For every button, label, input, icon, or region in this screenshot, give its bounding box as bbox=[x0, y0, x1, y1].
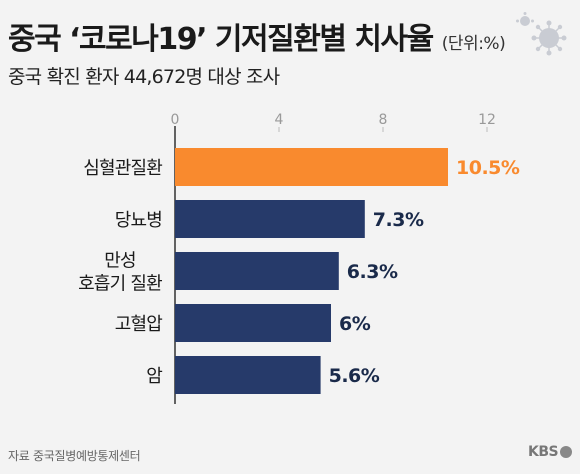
source-note: 자료 중국질병예방통제센터 bbox=[8, 449, 141, 463]
x-tick-label: 0 bbox=[171, 112, 180, 128]
category-label: 당뇨병 bbox=[115, 210, 162, 231]
category-label: 만성 호흡기 질환 bbox=[78, 251, 162, 295]
category-label-line: 만성 bbox=[104, 251, 136, 272]
bar bbox=[175, 200, 365, 238]
x-tick-label: 4 bbox=[275, 112, 284, 128]
bar bbox=[175, 356, 321, 394]
kbs-logo: KBS bbox=[528, 444, 573, 460]
chart-subtitle: 중국 확진 환자 44,672명 대상 조사 bbox=[8, 66, 280, 88]
x-tick-label: 12 bbox=[478, 112, 496, 128]
title-row: 중국 ‘코로나19’ 기저질환별 치사율 (단위:%) bbox=[8, 14, 506, 58]
logo-text: KBS bbox=[528, 444, 559, 460]
bar bbox=[175, 252, 339, 290]
data-label: 5.6% bbox=[329, 365, 380, 387]
data-label: 6% bbox=[339, 313, 371, 335]
category-label-line: 고혈압 bbox=[115, 314, 163, 335]
category-label: 심혈관질환 bbox=[83, 158, 162, 179]
chart-title: 중국 ‘코로나19’ 기저질환별 치사율 bbox=[8, 22, 434, 57]
category-label-line: 암 bbox=[146, 366, 162, 387]
unit-label: (단위:%) bbox=[441, 34, 506, 54]
bar bbox=[175, 304, 331, 342]
category-label-line: 당뇨병 bbox=[115, 210, 162, 231]
logo-dot-icon bbox=[560, 446, 573, 458]
bar bbox=[175, 148, 448, 186]
data-label: 7.3% bbox=[373, 209, 424, 231]
category-label-line: 호흡기 질환 bbox=[78, 274, 162, 295]
category-label: 고혈압 bbox=[115, 314, 163, 335]
category-label-line: 심혈관질환 bbox=[83, 158, 162, 179]
x-tick-label: 8 bbox=[379, 112, 388, 128]
data-label: 6.3% bbox=[347, 261, 398, 283]
category-label: 암 bbox=[146, 366, 162, 387]
virus-icon bbox=[516, 12, 567, 56]
data-label: 10.5% bbox=[456, 157, 520, 179]
